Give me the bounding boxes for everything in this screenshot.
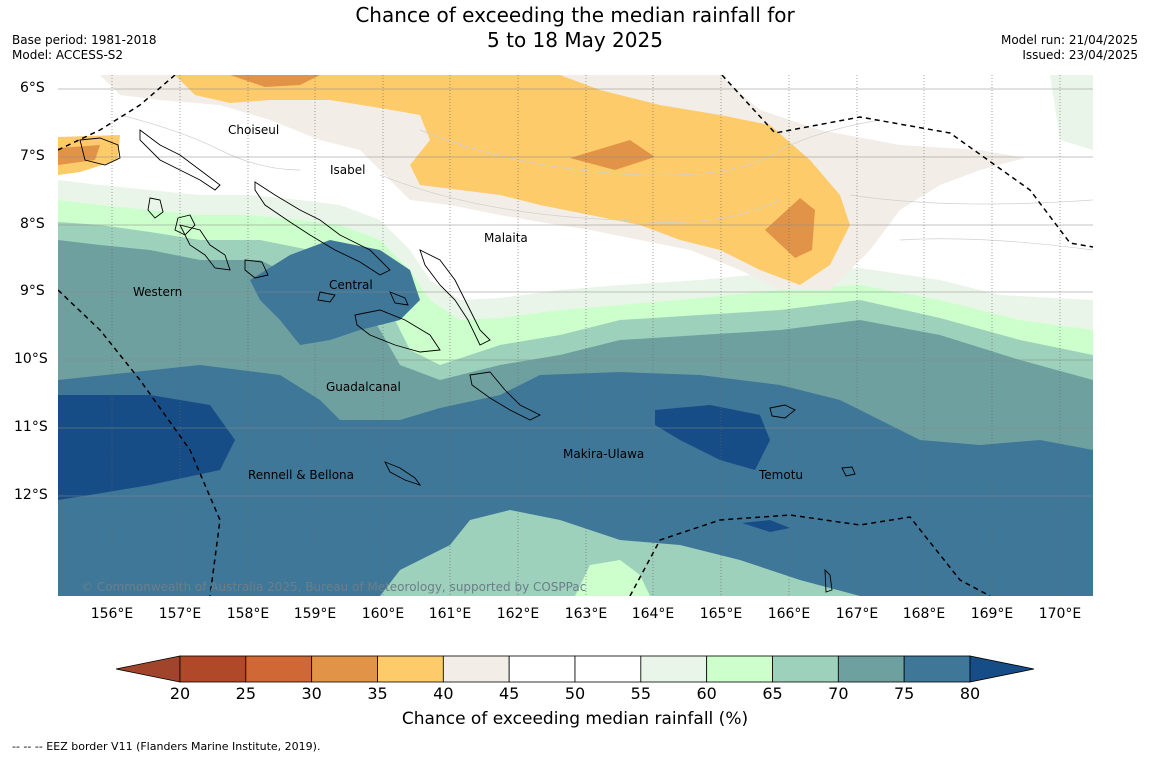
contour-30-35-west [58,145,100,165]
contour-30-35-a [570,140,655,170]
place-label-choiseul: Choiseul [228,123,280,137]
lon-label: 163°E [564,606,608,622]
place-label-western: Western [133,285,183,299]
title-line2: 5 to 18 May 2025 [487,28,663,52]
issued-date: Issued: 23/04/2025 [1022,48,1138,62]
colorbar [115,655,1035,683]
lon-label: 162°E [496,606,540,622]
colorbar-over-arrow [969,655,1035,683]
graticule-lat [58,88,1093,497]
colorbar-cell [574,655,642,683]
colorbar-under-arrow [115,655,181,683]
colorbar-cell [772,655,839,683]
contour-80-plus-south [742,520,790,532]
colorbar-tick-label: 50 [564,684,586,703]
lon-label: 166°E [767,606,811,622]
colorbar-tick-label: 75 [893,684,915,703]
place-label-guadalcanal: Guadalcanal [326,380,401,394]
island-outlines [79,129,856,593]
place-label-rennell-bellona: Rennell & Bellona [248,468,355,482]
contour-80-plus-east [655,405,770,470]
title-line1: Chance of exceeding the median rainfall … [355,3,795,27]
colorbar-cell [706,655,773,683]
colorbar-label: Chance of exceeding median rainfall (%) [401,709,749,729]
colorbar-tick-label: 35 [367,684,388,703]
base-period: Base period: 1981-2018 [12,33,157,47]
contour-35-40 [175,75,850,285]
colorbar-cell [837,655,905,683]
place-label-central: Central [329,278,373,292]
colorbar-cell [640,655,708,683]
colorbar-tick-label: 65 [762,684,783,703]
colorbar-cell [311,655,378,683]
place-label-malaita: Malaita [484,231,528,245]
contour-75-80-central [250,240,420,345]
colorbar-tick-label: 70 [828,684,849,703]
lon-label: 164°E [631,606,675,622]
lon-label: 156°E [90,606,134,622]
eez-footer-note: -- -- -- EEZ border V11 (Flanders Marine… [12,740,321,753]
lon-label: 165°E [699,606,743,622]
colorbar-cell [508,655,576,683]
lat-label: 6°S [20,80,45,96]
contour-60-65-south [575,560,650,596]
lat-label: 9°S [20,283,45,299]
lat-label: 8°S [20,216,45,232]
contour-30-35-b [765,198,815,258]
contour-75-80 [58,365,1093,596]
model-name: Model: ACCESS-S2 [12,48,124,62]
eez-border [58,75,1093,596]
colorbar-tick-label: 55 [630,684,651,703]
place-label-temotu: Temotu [759,468,804,482]
colorbar-cell [377,655,444,683]
place-label-makira-ulawa: Makira-Ulawa [563,447,645,461]
contour-65-70-south [380,510,860,596]
colorbar-cell [245,655,313,683]
colorbar-tick-label: 30 [301,684,322,703]
contour-80-plus-west [58,395,235,500]
contour-field [58,75,1093,596]
lat-label: 7°S [20,148,45,164]
lon-label: 161°E [428,606,472,622]
contour-30-35-north [230,75,320,87]
lon-label: 157°E [158,606,202,622]
lon-label: 168°E [902,606,946,622]
colorbar-cell [442,655,510,683]
colorbar-tick-label: 25 [235,684,256,703]
colorbar-tick-label: 60 [696,684,717,703]
lat-label: 11°S [14,419,48,435]
copyright-credit: © Commonwealth of Australia 2025, Bureau… [81,580,587,594]
model-run: Model run: 21/04/2025 [1000,33,1138,47]
colorbar-tick-label: 80 [959,684,981,703]
lat-label: 12°S [14,487,48,503]
lon-label: 169°E [970,606,1014,622]
colorbar-tick-label: 20 [169,684,191,703]
colorbar-tick-label: 40 [433,684,454,703]
lat-label: 10°S [14,351,48,367]
colorbar-cell [179,655,247,683]
lon-label: 158°E [226,606,270,622]
colorbar-tick-label: 45 [498,684,520,703]
colorbar-cell [903,655,971,683]
lon-label: 159°E [293,606,337,622]
lon-label: 170°E [1038,606,1082,622]
place-label-isabel: Isabel [330,163,366,177]
lon-label: 167°E [835,606,879,622]
lon-label: 160°E [361,606,405,622]
